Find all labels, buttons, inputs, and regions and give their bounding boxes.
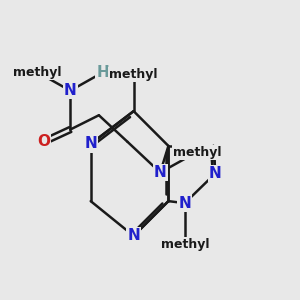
Text: N: N [209, 166, 222, 181]
Text: N: N [64, 83, 76, 98]
Text: H: H [97, 65, 109, 80]
Text: methyl: methyl [173, 146, 221, 158]
Text: N: N [84, 136, 97, 152]
Text: N: N [178, 196, 191, 211]
Text: methyl: methyl [160, 238, 209, 250]
Text: methyl: methyl [110, 68, 158, 81]
Text: O: O [37, 134, 50, 149]
Text: methyl: methyl [13, 66, 62, 79]
Text: N: N [154, 165, 167, 180]
Text: N: N [127, 228, 140, 243]
